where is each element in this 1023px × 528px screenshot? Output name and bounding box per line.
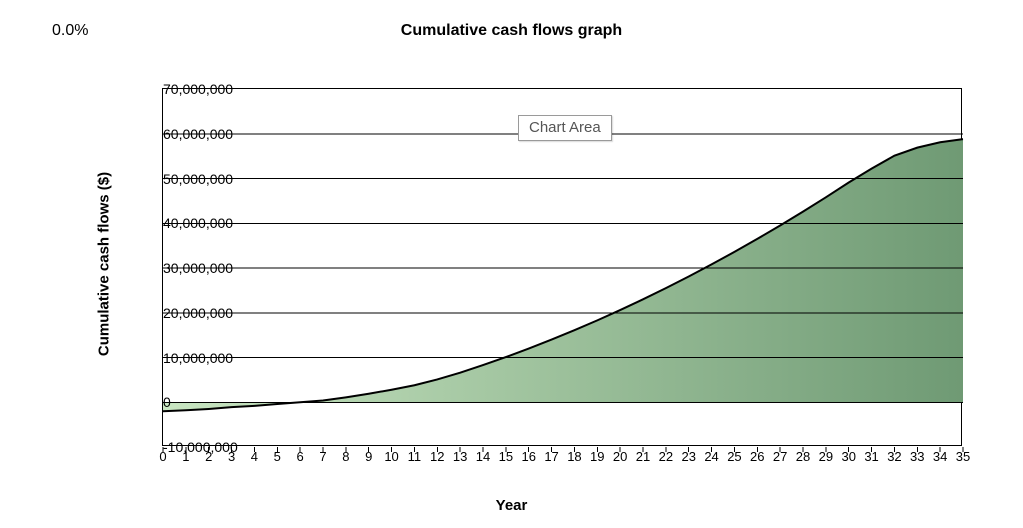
x-tick-label: 15 [499, 449, 513, 464]
x-tick-label: 32 [887, 449, 901, 464]
x-tick-label: 20 [613, 449, 627, 464]
x-tick-label: 29 [819, 449, 833, 464]
y-axis-title: Cumulative cash flows ($) [96, 172, 113, 356]
x-tick-label: 9 [365, 449, 372, 464]
x-tick-label: 5 [274, 449, 281, 464]
area-fill [163, 139, 963, 411]
x-tick-label: 18 [567, 449, 581, 464]
chart-tooltip: Chart Area [518, 115, 612, 141]
chart-plot-area[interactable]: Chart Area 01234567891011121314151617181… [162, 88, 962, 446]
x-tick-label: 28 [796, 449, 810, 464]
x-tick-label: 8 [342, 449, 349, 464]
x-axis-title: Year [0, 497, 1023, 514]
x-tick-label: 10 [384, 449, 398, 464]
x-tick-label: 25 [727, 449, 741, 464]
x-tick-label: 4 [251, 449, 258, 464]
x-tick-label: 24 [704, 449, 718, 464]
x-tick-label: 14 [476, 449, 490, 464]
x-tick-label: 19 [590, 449, 604, 464]
x-tick-label: 34 [933, 449, 947, 464]
x-tick-label: 6 [297, 449, 304, 464]
x-tick-label: 13 [453, 449, 467, 464]
x-tick-label: 11 [408, 449, 422, 464]
page-root: 0.0% Cumulative cash flows graph Cumulat… [0, 0, 1023, 528]
x-tick-label: 31 [864, 449, 878, 464]
x-tick-label: 21 [636, 449, 650, 464]
chart-title: Cumulative cash flows graph [0, 22, 1023, 40]
x-tick-label: 7 [319, 449, 326, 464]
x-tick-label: 35 [956, 449, 970, 464]
x-tick-label: 27 [773, 449, 787, 464]
x-tick-label: 22 [659, 449, 673, 464]
x-tick-label: 16 [521, 449, 535, 464]
x-tick-label: 33 [910, 449, 924, 464]
x-tick-label: 17 [544, 449, 558, 464]
x-tick-label: 23 [681, 449, 695, 464]
chart-svg [163, 89, 963, 447]
x-tick-label: 30 [841, 449, 855, 464]
x-tick-label: 12 [430, 449, 444, 464]
x-tick-label: 26 [750, 449, 764, 464]
